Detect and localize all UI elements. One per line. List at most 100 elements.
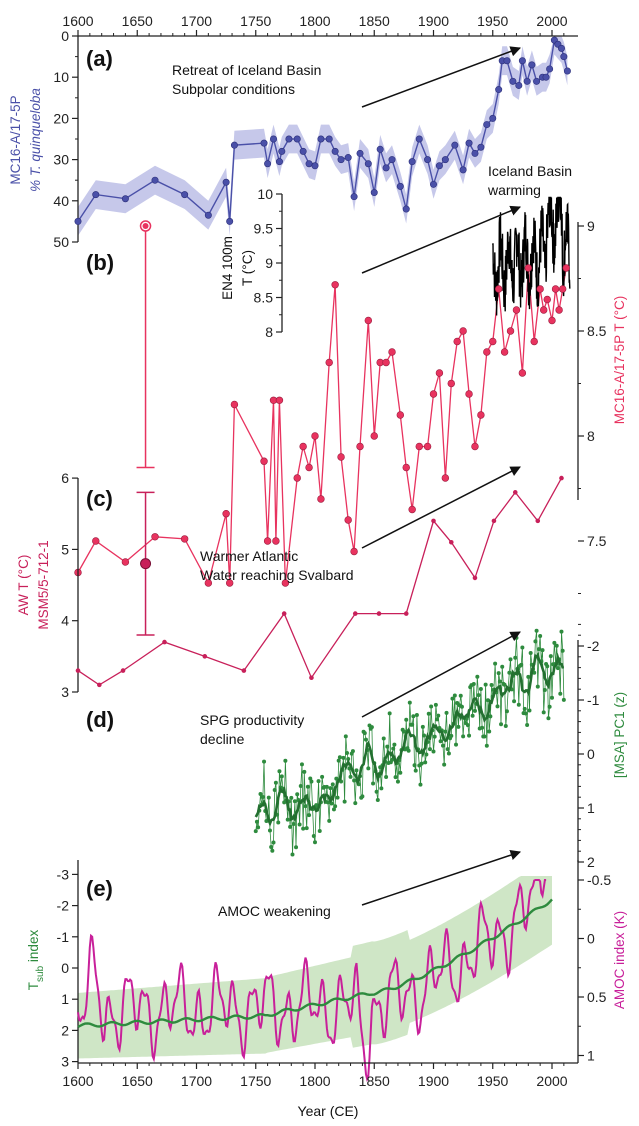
a-y-tick-label-5: 50: [53, 234, 69, 250]
d-point-259: [560, 648, 565, 653]
a-point-29: [382, 164, 390, 172]
a-point-35: [424, 156, 432, 164]
d-point-135: [413, 768, 418, 773]
panel-letter-b: (b): [86, 250, 114, 275]
c-y-tick-label-0: 3: [61, 684, 69, 700]
b-point-5: [204, 579, 213, 587]
d-point-90: [360, 794, 365, 799]
d-point-39: [299, 762, 304, 767]
d-point-260: [561, 697, 566, 702]
top-x-tick-label-3: 1750: [240, 13, 271, 29]
d-point-120: [395, 779, 400, 784]
b-point-21: [331, 281, 339, 289]
b-point-7: [225, 579, 234, 587]
d-point-179: [465, 723, 470, 728]
b-en4-label-line1: EN4 100m: [220, 236, 235, 300]
d-point-106: [379, 786, 384, 791]
d-point-207: [499, 722, 504, 727]
b-point-38: [441, 474, 450, 482]
d-point-195: [484, 743, 489, 748]
b-y-tick-label-2: 8.5: [587, 323, 607, 339]
a-point-32: [402, 205, 410, 213]
bottom-x-tick-label-2: 1700: [181, 1073, 212, 1089]
d-point-146: [426, 711, 431, 716]
d-point-174: [459, 704, 464, 709]
d-point-15: [271, 840, 276, 845]
b-point-16: [299, 442, 307, 451]
e-left-tick-label-3: 0: [61, 960, 69, 976]
b-point-13: [275, 396, 284, 404]
b-point-61: [562, 264, 570, 272]
d-point-229: [525, 723, 530, 728]
c-point-12: [448, 539, 454, 545]
a-point-6: [222, 178, 230, 186]
a-point-60: [557, 44, 565, 52]
e-left-ylabel-main: T: [26, 982, 41, 990]
a-point-1: [92, 191, 100, 199]
a-point-20: [325, 135, 333, 143]
d-point-115: [390, 757, 395, 762]
d-point-225: [520, 645, 525, 650]
c-point-4: [202, 654, 208, 659]
d-point-31: [290, 852, 295, 857]
d-point-113: [387, 711, 392, 716]
a-point-3: [151, 176, 159, 184]
top-x-tick-label-0: 1600: [62, 13, 93, 29]
a-annotation-line2: Subpolar conditions: [172, 81, 295, 97]
d-smoothed-line: [254, 652, 565, 828]
d-point-150: [431, 749, 436, 754]
b-en4-line: [492, 196, 571, 316]
a-point-50: [515, 81, 523, 89]
d-point-222: [516, 702, 521, 707]
d-point-17: [273, 780, 278, 785]
d-point-125: [401, 729, 406, 734]
d-point-92: [362, 731, 367, 736]
d-point-63: [328, 786, 333, 791]
d-point-41: [302, 769, 307, 774]
a-point-26: [364, 160, 372, 168]
c-point-2: [120, 668, 126, 673]
bottom-x-tick-label-5: 1850: [359, 1073, 390, 1089]
d-point-166: [450, 696, 455, 701]
d-point-244: [542, 687, 547, 692]
b-y-tick-label-0: 7.5: [587, 533, 607, 549]
bottom-x-tick-label-6: 1900: [418, 1073, 449, 1089]
c-point-0: [75, 668, 81, 673]
d-point-220: [514, 635, 519, 640]
d-point-187: [475, 674, 480, 679]
d-point-19: [276, 820, 281, 825]
d-point-133: [411, 714, 416, 719]
d-point-237: [534, 628, 539, 633]
b-point-2: [121, 558, 130, 566]
d-point-232: [528, 651, 533, 656]
c-point-8: [352, 611, 358, 616]
d-point-158: [440, 743, 445, 748]
c-annotation-line2: Water reaching Svalbard: [200, 567, 354, 583]
d-point-75: [342, 799, 347, 804]
d-point-218: [512, 699, 517, 704]
a-point-62: [563, 67, 571, 75]
d-point-193: [482, 734, 487, 739]
e-right-tick-label-0: -0.5: [587, 872, 611, 888]
b-point-35: [423, 442, 432, 451]
d-point-103: [375, 798, 380, 803]
c-point-1: [97, 682, 102, 688]
bottom-x-tick-label-4: 1800: [299, 1073, 330, 1089]
a-point-17: [305, 160, 313, 168]
e-right-ylabel: AMOC index (K): [612, 911, 627, 1009]
panel-letter-c: (c): [86, 486, 113, 511]
a-point-48: [503, 57, 511, 65]
d-point-44: [305, 784, 310, 789]
d-point-250: [550, 695, 554, 700]
annotation-arrow-4: [361, 850, 521, 906]
b-point-47: [494, 285, 503, 293]
d-point-205: [496, 671, 501, 676]
a-point-51: [518, 57, 526, 65]
d-point-33: [292, 799, 297, 804]
e-left-tick-label-6: 3: [61, 1054, 69, 1070]
a-ylabel-line2: % T. quinqueloba: [28, 88, 43, 192]
d-point-159: [442, 762, 447, 767]
b-point-29: [382, 358, 390, 367]
d-point-132: [410, 722, 415, 727]
d-point-169: [454, 742, 459, 747]
